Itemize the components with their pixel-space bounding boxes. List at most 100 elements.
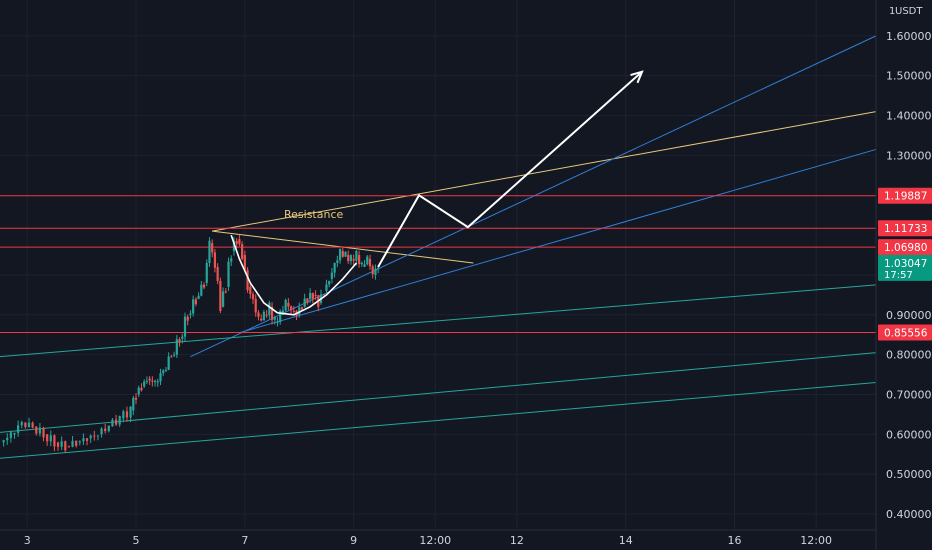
current-price-badge <box>878 254 932 281</box>
candle-body <box>53 435 56 447</box>
price-tick-label: 0.50000 <box>886 468 932 481</box>
candle-body <box>145 380 149 382</box>
candle-body <box>114 419 118 425</box>
candle-body <box>125 411 129 418</box>
candle-body <box>122 411 125 419</box>
time-tick-label: 9 <box>350 534 357 547</box>
time-tick-label: 12 <box>510 534 524 547</box>
candle-body <box>151 380 154 382</box>
candle-body <box>134 397 138 400</box>
candle-body <box>276 321 279 323</box>
candle-body <box>183 316 187 337</box>
time-tick-label: 12:00 <box>419 534 451 547</box>
time-axis[interactable]: 3 5 7 9 12:00 12 14 16 12:00 <box>24 534 832 547</box>
candle-body <box>224 291 227 293</box>
candle-body <box>186 316 189 321</box>
candle-body <box>216 266 219 281</box>
candle-body <box>181 336 184 339</box>
candle-body <box>20 422 23 426</box>
candle-body <box>170 356 173 358</box>
level-badge-label: 1.11733 <box>884 223 927 235</box>
candle-body <box>289 306 293 310</box>
candle-body <box>178 339 181 343</box>
candle-body <box>208 240 211 263</box>
level-badge <box>878 324 932 341</box>
time-tick-label: 5 <box>133 534 140 547</box>
candle-body <box>281 310 285 315</box>
candle-body <box>298 307 301 315</box>
candle-body <box>314 294 317 296</box>
price-tick-label: 0.70000 <box>886 389 932 402</box>
candle-body <box>200 284 203 296</box>
candle-body <box>49 435 52 442</box>
candle-body <box>366 256 369 265</box>
time-tick-label: 3 <box>24 534 31 547</box>
level-badge-label: 1.06980 <box>884 242 927 254</box>
level-badge-label: 1.19887 <box>884 191 927 203</box>
price-tick-label: 0.80000 <box>886 349 932 362</box>
candle-body <box>232 240 236 252</box>
time-tick-label: 12:00 <box>800 534 832 547</box>
candle-body <box>230 258 233 262</box>
candle-body <box>270 306 274 320</box>
candle-body <box>89 435 92 439</box>
candle-body <box>156 381 159 383</box>
candle-body <box>143 381 146 387</box>
candle-body <box>38 427 42 434</box>
candle-body <box>336 260 339 264</box>
candle-body <box>13 432 16 435</box>
trendline-channel-upper <box>0 284 877 358</box>
time-tick-label: 16 <box>728 534 742 547</box>
cup-curve <box>230 234 358 316</box>
candle-body <box>137 387 140 395</box>
candle-body <box>164 369 168 371</box>
projection-path <box>377 70 643 268</box>
candle-body <box>355 251 358 261</box>
candle-body <box>194 299 197 305</box>
time-tick-label: 14 <box>619 534 633 547</box>
price-tick-label: 1.50000 <box>886 70 932 83</box>
candle-body <box>67 446 71 448</box>
price-series <box>2 234 380 453</box>
candle-body <box>251 294 255 300</box>
level-badge <box>878 220 932 237</box>
trendline-resistance-rising <box>212 111 877 232</box>
candle-body <box>27 422 31 428</box>
candle-body <box>241 244 244 260</box>
candle-body <box>159 373 162 382</box>
candle-body <box>262 311 265 321</box>
candle-body <box>197 295 200 299</box>
candle-body <box>238 239 241 245</box>
candle-body <box>75 440 78 446</box>
candle-body <box>6 437 9 441</box>
candle-body <box>235 240 238 244</box>
candle-body <box>284 299 287 311</box>
candle-body <box>344 251 347 257</box>
candle-body <box>349 255 353 262</box>
candle-body <box>118 415 121 425</box>
candle-body <box>173 354 176 356</box>
candle-body <box>292 310 295 312</box>
candle-body <box>205 262 208 283</box>
candle-body <box>17 425 20 433</box>
candle-body <box>82 438 85 442</box>
candle-body <box>246 269 249 291</box>
candle-body <box>221 291 225 307</box>
candle-body <box>333 262 336 273</box>
candle-body <box>311 292 314 299</box>
candle-body <box>322 294 325 296</box>
time-tick-label: 7 <box>241 534 248 547</box>
candle-body <box>85 438 89 441</box>
candle-body <box>93 435 96 437</box>
candle-body <box>111 419 114 427</box>
level-badge <box>878 187 932 204</box>
candle-body <box>325 284 328 291</box>
price-tick-label: 0.40000 <box>886 508 932 521</box>
candle-body <box>189 313 192 315</box>
candle-body <box>46 434 49 442</box>
candle-body <box>213 252 217 268</box>
candle-body <box>202 284 206 288</box>
candle-body <box>24 422 27 428</box>
